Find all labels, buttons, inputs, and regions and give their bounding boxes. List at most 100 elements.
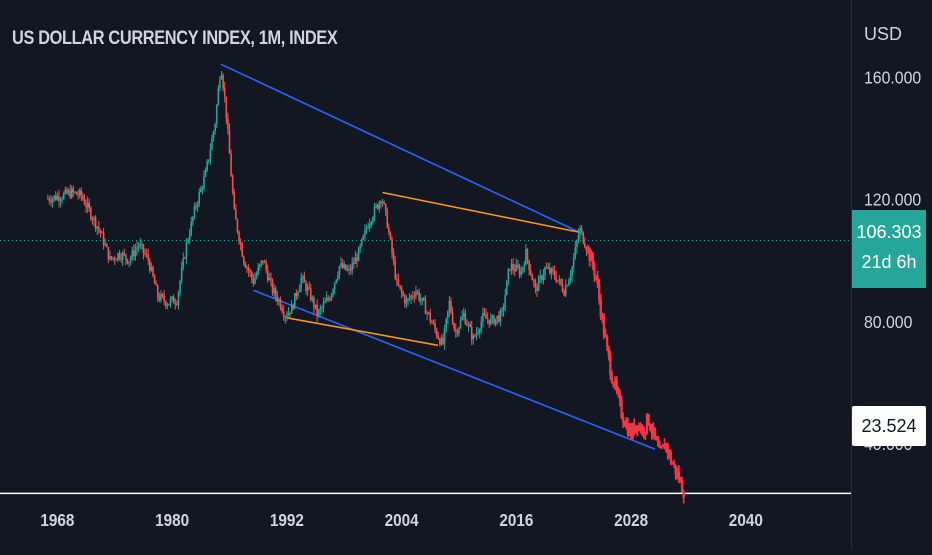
candle-body [263,262,266,264]
candle-body [389,232,392,239]
candle-body [88,202,91,209]
candle-body [247,267,250,271]
candle-body [174,303,177,305]
candle-body [507,269,510,281]
candle-body [306,287,309,292]
candle-body [289,312,291,314]
candle-body [397,279,400,286]
candle-body [141,243,143,245]
candle-body [599,299,602,318]
candle-body [222,75,224,89]
candle-body [375,204,377,207]
candle-body [677,471,681,481]
candle-body [515,264,518,272]
candle-body [501,310,503,312]
candle-body [75,191,78,195]
candle-body [56,195,59,200]
candle-body [51,198,54,203]
candle-body [542,274,545,280]
candle-body [158,297,161,301]
candle-body [188,234,191,241]
candle-body [332,289,334,295]
candle-body [663,444,666,450]
candle-body [431,321,433,324]
candle-body [203,176,205,189]
candle-body [552,268,554,272]
candle-body [381,201,384,203]
candle-body [407,298,409,301]
candle-body [525,249,527,265]
candle-body [496,315,499,319]
candle-body [166,305,169,307]
candle-body [61,198,63,200]
candle-body [220,75,223,80]
candle-body [316,304,318,316]
candle-body [217,88,220,106]
candle-body [466,323,468,326]
candle-body [337,275,339,280]
candle-body [427,312,430,314]
candle-body [598,283,601,300]
candle-body [547,268,550,270]
candle-body [605,336,609,347]
candle-body [394,260,397,279]
candle-body [590,254,593,262]
candle-body [262,260,264,263]
candle-body [411,295,414,297]
candle-body [415,291,417,297]
candle-body [558,279,561,281]
candle-body [639,424,642,432]
candle-body [521,267,524,272]
candle-body [211,138,213,150]
candle-body [69,190,71,198]
candle-body [102,232,105,246]
candle-body [196,203,199,207]
candle-body [467,324,470,326]
candle-body [180,267,183,282]
candle-body [672,464,676,466]
candle-body [118,253,121,258]
candle-body [485,315,487,319]
candle-body [101,232,103,234]
candle-body [660,446,663,449]
candle-body [494,318,497,325]
candle-body [120,257,122,260]
candle-body [380,201,382,203]
candle-body [653,427,657,438]
candle-body [474,335,476,337]
candle-body [329,299,331,301]
candle-body [117,253,119,260]
candle-body [607,346,610,356]
candle-body [419,299,422,301]
candle-body [613,380,617,387]
candle-body [650,430,653,434]
candle-body [679,479,682,481]
candle-body [668,452,671,454]
candle-body [462,313,465,317]
candle-body [396,278,398,280]
candle-body [176,303,178,305]
candle-body [246,267,248,269]
candle-body [588,248,591,262]
candle-body [74,191,76,193]
trend-line-outer-upper [220,63,580,233]
candle-body [225,96,228,119]
candle-body [421,297,424,300]
candle-body [136,247,138,250]
candle-body [625,423,628,427]
candle-body [142,244,145,253]
candle-body [637,424,641,430]
current-price-badge: 106.303 21d 6h [852,210,926,288]
candle-body [321,307,323,309]
candle-body [435,329,438,337]
candle-body [424,300,427,314]
candle-body [626,423,630,436]
candle-body [94,217,97,229]
candle-body [345,264,347,271]
candle-body [190,221,193,235]
candle-body [249,270,252,273]
candle-body [609,355,612,376]
candle-body [604,334,607,337]
